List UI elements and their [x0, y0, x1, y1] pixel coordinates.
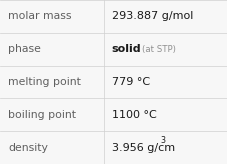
Text: boiling point: boiling point: [8, 110, 76, 120]
Text: 1100 °C: 1100 °C: [111, 110, 156, 120]
Text: (at STP): (at STP): [142, 45, 175, 54]
Text: solid: solid: [111, 44, 141, 54]
Text: 3.956 g/cm: 3.956 g/cm: [111, 143, 174, 153]
Text: 3: 3: [160, 136, 165, 145]
Text: density: density: [8, 143, 48, 153]
Text: phase: phase: [8, 44, 41, 54]
Text: 293.887 g/mol: 293.887 g/mol: [111, 11, 192, 21]
Text: molar mass: molar mass: [8, 11, 71, 21]
Text: 779 °C: 779 °C: [111, 77, 149, 87]
Text: melting point: melting point: [8, 77, 81, 87]
